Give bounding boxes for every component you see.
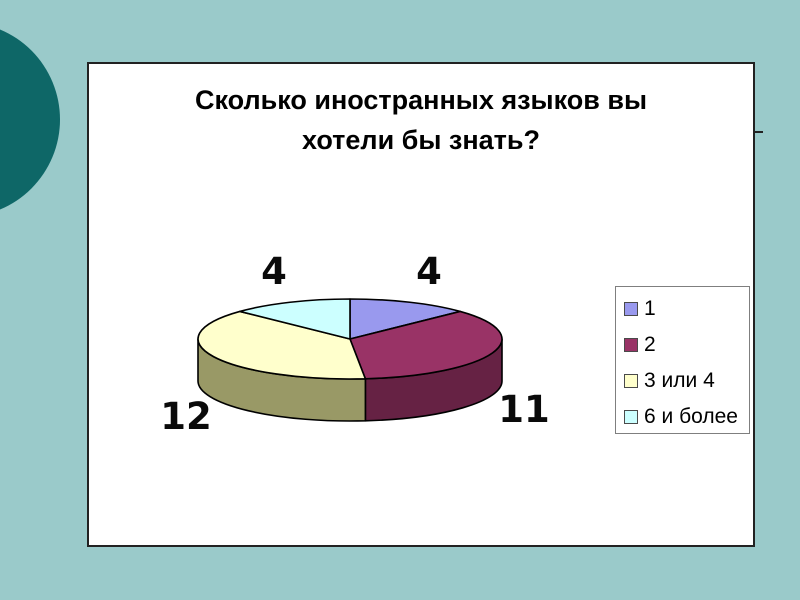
legend-item-label: 3 или 4 [644, 369, 715, 392]
legend-swatch-icon [624, 374, 638, 388]
slide-content-area: Сколько иностранных языков вы хотели бы … [87, 62, 755, 547]
pie-value-label-2: 11 [498, 388, 550, 431]
legend-swatch-icon [624, 338, 638, 352]
chart-legend: 1 2 3 или 4 6 и более [615, 286, 750, 434]
legend-item-label: 1 [644, 297, 656, 320]
chart-title: Сколько иностранных языков вы хотели бы … [195, 85, 647, 155]
legend-swatch-icon [624, 302, 638, 316]
pie-slice [349, 298, 461, 340]
legend-item: 6 и более [616, 399, 749, 435]
legend-item: 3 или 4 [616, 363, 749, 399]
pie-value-label-4: 4 [261, 250, 287, 293]
pie-slice [239, 298, 351, 340]
pie-value-label-1: 4 [416, 250, 442, 293]
legend-item: 1 [616, 291, 749, 327]
legend-item: 2 [616, 327, 749, 363]
pie-slice [197, 310, 367, 380]
legend-swatch-icon [624, 410, 638, 424]
pie-slice-side [364, 338, 503, 422]
pie-value-label-3: 12 [160, 395, 212, 438]
pie-slice-side [197, 338, 367, 422]
legend-item-label: 2 [644, 333, 656, 356]
pie-slice [349, 310, 503, 380]
edge-tick-mark [754, 131, 763, 133]
decor-circle [0, 22, 60, 217]
legend-item-label: 6 и более [644, 405, 738, 428]
